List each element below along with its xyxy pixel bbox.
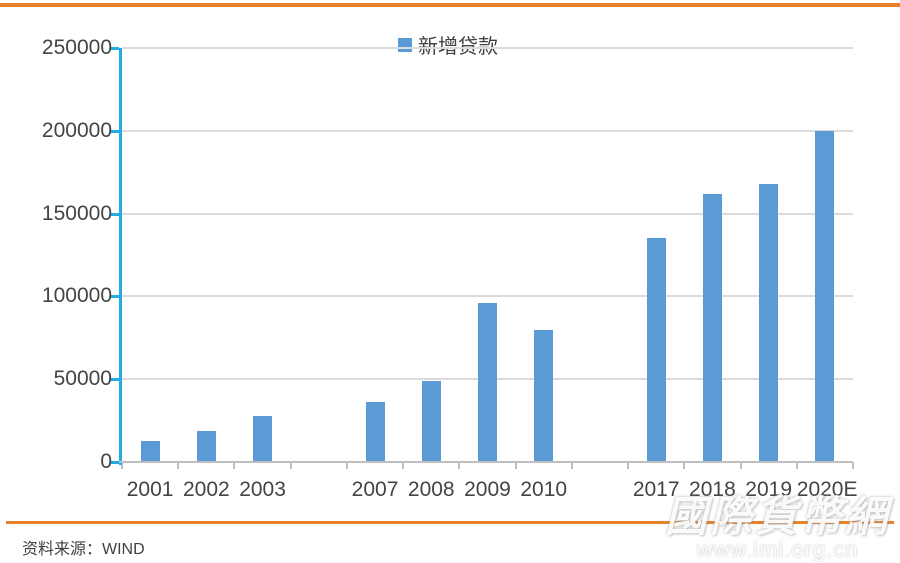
gridline-250000 — [122, 47, 853, 49]
x-axis-tick — [852, 462, 854, 469]
x-axis-tick — [177, 462, 180, 469]
y-axis-line — [119, 48, 122, 465]
gridline-100000 — [122, 295, 853, 298]
x-axis-tick — [121, 462, 123, 469]
x-axis-label-2010: 2010 — [520, 478, 568, 501]
top-accent-line — [0, 3, 900, 7]
x-axis-tick — [627, 462, 630, 469]
x-axis-tick — [402, 462, 405, 469]
bar-2002 — [196, 431, 216, 462]
y-axis-tick-label: 150000 — [41, 201, 112, 225]
watermark: 國際貨幣網 www.imi.org.cn — [665, 495, 890, 561]
y-axis-tick — [111, 129, 119, 133]
plot-area — [111, 47, 854, 469]
x-axis-label-2001: 2001 — [126, 478, 174, 501]
gridline-200000 — [122, 129, 853, 132]
x-axis-tick — [795, 462, 798, 469]
x-axis-label-2020E: 2020E — [796, 478, 858, 501]
bar-2018 — [702, 194, 722, 462]
x-axis-label-2002: 2002 — [182, 478, 230, 501]
bar-2009 — [478, 303, 497, 462]
bar-2019 — [759, 183, 779, 462]
bar-2003 — [253, 416, 273, 462]
y-axis-tick — [111, 461, 119, 464]
bar-2001 — [140, 440, 160, 462]
x-axis-label-2008: 2008 — [407, 478, 455, 501]
bar-2010 — [534, 330, 554, 462]
x-axis-label-2017: 2017 — [632, 478, 680, 501]
x-axis-line — [119, 461, 853, 463]
y-axis-tick — [111, 295, 119, 299]
y-axis-tick-label: 250000 — [41, 36, 112, 59]
bar-2007 — [365, 401, 385, 462]
bottom-accent-line — [6, 521, 894, 524]
x-axis-tick — [289, 462, 292, 469]
bar-2020E — [815, 130, 835, 462]
x-axis-tick — [514, 462, 517, 469]
y-axis-tick-label: 0 — [100, 450, 112, 473]
x-axis-tick — [683, 462, 686, 469]
gridline-150000 — [122, 212, 853, 215]
watermark-url: www.imi.org.cn — [696, 537, 859, 562]
x-axis-label-2019: 2019 — [745, 478, 792, 501]
bar-2008 — [421, 380, 441, 462]
source-note: 资料来源：WIND — [22, 541, 145, 558]
x-axis-tick — [458, 462, 461, 469]
x-axis-tick — [570, 462, 573, 469]
y-axis-tick — [111, 47, 119, 50]
x-axis-tick — [739, 462, 742, 469]
x-axis-label-2007: 2007 — [351, 478, 399, 501]
x-axis-label-2018: 2018 — [689, 478, 736, 501]
x-axis-tick — [233, 462, 236, 469]
x-axis-labels: 2001 2002 2003 2007 2008 2009 2010 2017 2018 2019… — [122, 478, 858, 503]
y-axis-tick — [111, 212, 119, 216]
x-axis-tick — [345, 462, 348, 469]
x-axis-label-2003: 2003 — [239, 478, 286, 501]
x-axis-label-2009: 2009 — [464, 478, 511, 501]
y-axis-tick-label: 50000 — [53, 367, 112, 391]
y-axis-tick-label: 100000 — [41, 284, 112, 308]
y-axis-tick-label: 200000 — [41, 118, 112, 142]
bar-2017 — [646, 237, 666, 462]
y-axis-tick — [111, 378, 119, 382]
